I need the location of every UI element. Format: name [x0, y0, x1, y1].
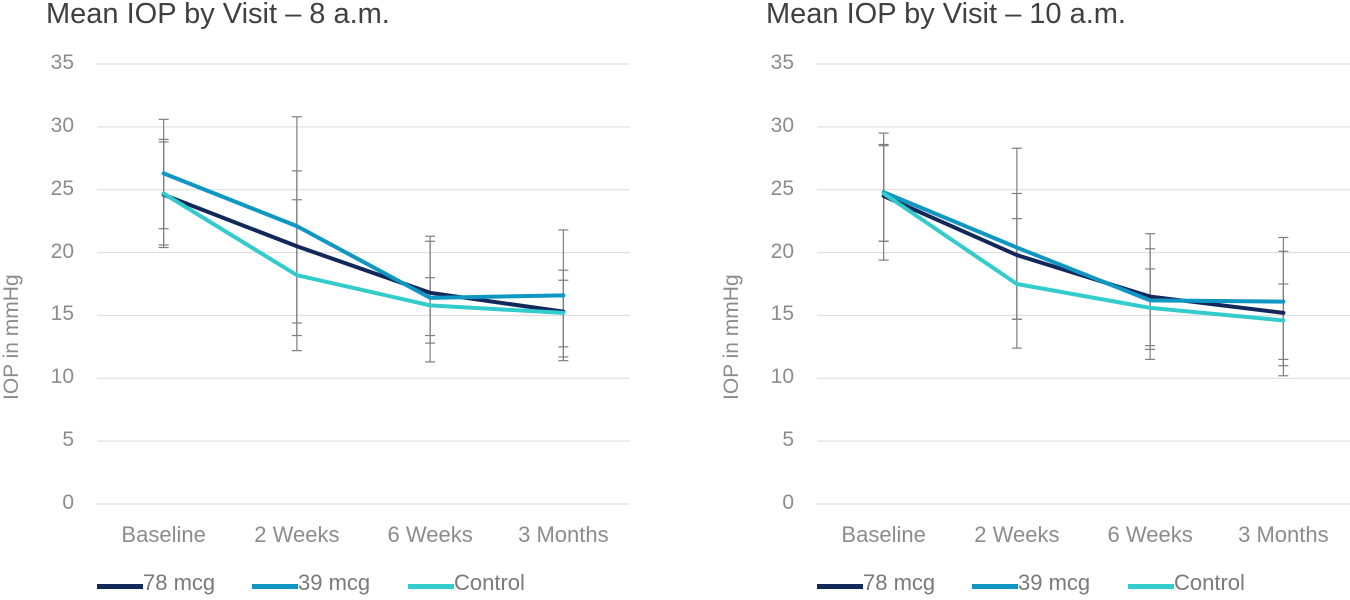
- x-tick-label: Baseline: [121, 522, 206, 547]
- x-tick-label: 6 Weeks: [1107, 522, 1193, 547]
- legend-swatch: [972, 584, 1018, 589]
- legend-swatch: [408, 584, 454, 589]
- y-tick-label: 20: [50, 239, 74, 263]
- chart-title: Mean IOP by Visit – 8 a.m.: [46, 0, 390, 30]
- legend-swatch: [817, 584, 863, 589]
- x-tick-label: 6 Weeks: [387, 522, 473, 547]
- y-tick-label: 10: [50, 365, 74, 389]
- x-tick-label: 2 Weeks: [254, 522, 340, 547]
- legend-label: 39 mcg: [298, 570, 371, 595]
- x-tick-label: 3 Months: [1238, 522, 1329, 547]
- y-tick-label: 30: [50, 113, 74, 137]
- legend-label: 39 mcg: [1018, 570, 1091, 595]
- plot-area: [97, 63, 630, 505]
- series-line-39-mcg: [161, 171, 566, 300]
- chart-panel-8am: Mean IOP by Visit – 8 a.m. IOP in mmHg 7…: [0, 0, 640, 600]
- y-tick-label: 0: [62, 491, 74, 514]
- y-tick-label: 25: [770, 176, 794, 200]
- series-line-control: [161, 191, 566, 315]
- error-bar: [1011, 218, 1022, 320]
- y-tick-label: 0: [782, 491, 794, 514]
- chart-title: Mean IOP by Visit – 10 a.m.: [766, 0, 1126, 30]
- y-tick-label: 35: [50, 51, 74, 74]
- series-line-78-mcg: [161, 192, 566, 314]
- legend-label: 78 mcg: [143, 570, 216, 595]
- legend-swatch: [252, 584, 298, 589]
- series-line-39-mcg: [881, 190, 1286, 304]
- series-line-control: [881, 191, 1286, 323]
- y-tick-label: 10: [770, 365, 794, 389]
- chart-panel-10am: Mean IOP by Visit – 10 a.m. IOP in mmHg …: [720, 0, 1350, 600]
- legend-label: Control: [1174, 570, 1245, 595]
- legend-label: Control: [454, 570, 525, 595]
- y-tick-label: 5: [782, 428, 794, 452]
- legend-label: 78 mcg: [863, 570, 936, 595]
- y-tick-label: 5: [62, 428, 74, 452]
- x-tick-label: 2 Weeks: [974, 522, 1060, 547]
- y-tick-label: 25: [50, 176, 74, 200]
- plot-area: [817, 63, 1350, 505]
- x-tick-label: 3 Months: [518, 522, 609, 547]
- y-tick-label: 15: [770, 302, 794, 326]
- y-tick-label: 35: [770, 51, 794, 74]
- x-tick-label: Baseline: [841, 522, 926, 547]
- y-tick-label: 30: [770, 113, 794, 137]
- y-tick-label: 20: [770, 239, 794, 263]
- legend-swatch: [97, 584, 143, 589]
- y-tick-label: 15: [50, 302, 74, 326]
- error-bar: [425, 277, 436, 344]
- legend-swatch: [1128, 584, 1174, 589]
